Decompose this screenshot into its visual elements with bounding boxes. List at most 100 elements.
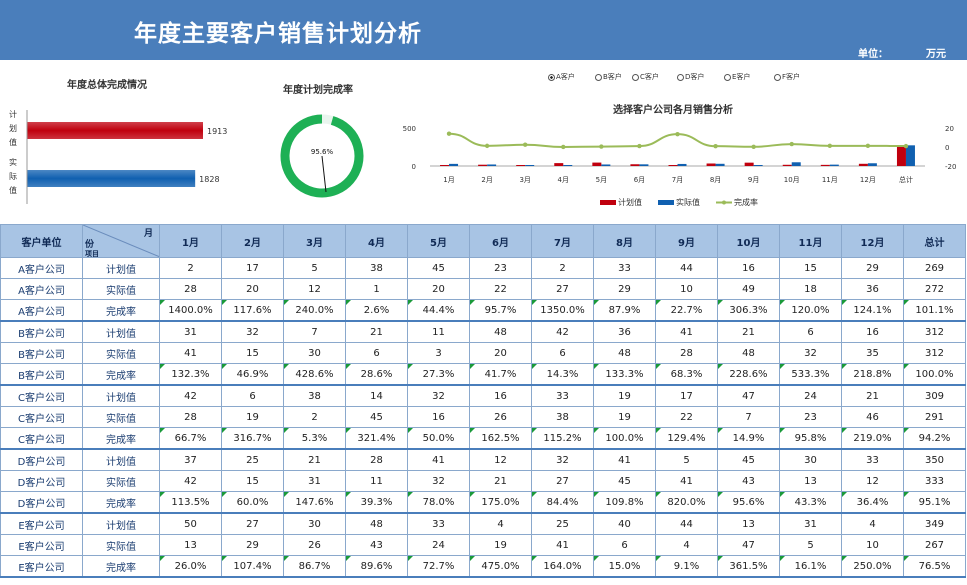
value-cell: 31 — [159, 320, 222, 343]
plan-bar-1 — [478, 164, 488, 166]
value-cell: 27 — [221, 512, 284, 535]
page-title: 年度主要客户销售计划分析 — [134, 21, 422, 47]
value-cell: 86.7% — [283, 555, 346, 578]
plan-bar-5 — [630, 164, 640, 166]
plan-bar-8 — [744, 162, 754, 166]
value-cell: 20 — [407, 278, 470, 300]
legend-swatch-dot — [722, 200, 726, 205]
col-header-month-3: 4月 — [345, 224, 408, 258]
value-cell: 361.5% — [717, 555, 780, 578]
value-cell: 17 — [221, 257, 284, 279]
monthly-chart-title: 选择客户公司各月销售分析 — [613, 105, 733, 116]
customer-cell: E客户公司 — [0, 512, 83, 535]
col-header-month-1: 2月 — [221, 224, 284, 258]
radio-icon[interactable] — [548, 73, 555, 81]
radio-icon[interactable] — [677, 73, 684, 81]
donut-chart-title: 年度计划完成率 — [283, 85, 353, 96]
radio-icon[interactable] — [774, 73, 781, 81]
value-cell: 32 — [531, 448, 594, 471]
col-header-month-6: 7月 — [531, 224, 594, 258]
value-cell: 129.4% — [655, 427, 718, 450]
item-cell: 完成率 — [82, 491, 160, 514]
rate-point-3 — [561, 144, 566, 150]
customer-option-4[interactable]: E客户 — [724, 72, 750, 82]
value-cell: 27 — [531, 470, 594, 492]
value-cell: 6 — [779, 320, 842, 343]
legend-swatch-0 — [600, 200, 616, 205]
col-header-total: 总计 — [903, 224, 966, 258]
radio-icon[interactable] — [595, 73, 602, 81]
value-cell: 218.8% — [841, 363, 904, 386]
table-row: D客户公司 完成率 113.5% 60.0% 147.6% 39.3% 78.0% 175.0… — [0, 491, 966, 514]
actual-bar-12 — [905, 145, 915, 166]
item-cell: 计划值 — [82, 384, 160, 407]
radio-icon[interactable] — [632, 73, 639, 81]
total-cell: 76.5% — [903, 555, 966, 578]
legend-label-1: 实际值 — [676, 197, 700, 207]
value-cell: 28.6% — [345, 363, 408, 386]
item-cell: 实际值 — [82, 278, 160, 300]
rate-point-2 — [522, 142, 528, 147]
value-cell: 28 — [159, 406, 222, 428]
radio-icon[interactable] — [724, 73, 731, 81]
total-cell: 95.1% — [903, 491, 966, 514]
donut-slice-complete — [280, 114, 364, 198]
value-cell: 38 — [345, 257, 408, 279]
value-cell: 2 — [159, 257, 222, 279]
value-cell: 533.3% — [779, 363, 842, 386]
x-tick-12: 总计 — [899, 175, 913, 184]
overall-chart-title: 年度总体完成情况 — [67, 80, 147, 91]
value-cell: 30 — [283, 512, 346, 535]
value-cell: 133.3% — [593, 363, 656, 386]
corner-label-fen: 份 — [85, 240, 95, 250]
value-cell: 42 — [531, 320, 594, 343]
value-cell: 2.6% — [345, 299, 408, 322]
value-cell: 21 — [283, 448, 346, 471]
table-header-row: 客户单位 月 份 项目 1月 2月 3月 4月 5月 6月 7月 8月 9月 10月 11月 12月总… — [0, 224, 966, 258]
value-cell: 15 — [221, 342, 284, 364]
customer-option-0[interactable]: A客户 — [548, 72, 575, 82]
rate-point-11 — [865, 143, 871, 149]
actual-bar-2 — [525, 165, 535, 166]
value-cell: 41 — [593, 448, 656, 471]
actual-bar-0 — [449, 163, 459, 166]
total-cell: 267 — [903, 534, 966, 556]
y-tick-1: 0 — [412, 163, 416, 171]
actual-bar-3 — [563, 165, 573, 166]
value-cell: 42 — [159, 384, 222, 407]
value-cell: 45 — [345, 406, 408, 428]
value-cell: 475.0% — [469, 555, 532, 578]
total-cell: 312 — [903, 342, 966, 364]
customer-option-2[interactable]: C客户 — [632, 72, 659, 82]
col-header-month-4: 5月 — [407, 224, 470, 258]
customer-option-5[interactable]: F客户 — [774, 72, 800, 82]
value-cell: 36 — [841, 278, 904, 300]
value-cell: 78.0% — [407, 491, 470, 514]
value-cell: 4 — [841, 512, 904, 535]
legend-swatch-1 — [658, 200, 674, 205]
value-cell: 12 — [469, 448, 532, 471]
customer-cell: B客户公司 — [0, 342, 83, 364]
value-cell: 72.7% — [407, 555, 470, 578]
rate-point-9 — [789, 141, 794, 147]
value-cell: 228.6% — [717, 363, 780, 386]
value-cell: 1 — [345, 278, 408, 300]
total-cell: 291 — [903, 406, 966, 428]
x-tick-9: 10月 — [784, 176, 800, 184]
value-cell: 6 — [531, 342, 594, 364]
customer-option-3[interactable]: D客户 — [677, 72, 704, 82]
table-row: E客户公司 计划值 50 27 30 48 33 4 25 40 44 13 31 4 349 — [0, 512, 966, 535]
x-tick-2: 3月 — [519, 176, 530, 184]
value-cell: 32 — [407, 470, 470, 492]
table-row: B客户公司 实际值 41 15 30 6 3 20 6 48 28 48 32 35 312 — [0, 342, 966, 364]
value-cell: 45 — [593, 470, 656, 492]
customer-option-1[interactable]: B客户 — [595, 72, 622, 82]
value-cell: 23 — [779, 406, 842, 428]
value-cell: 26 — [283, 534, 346, 556]
rate-point-0 — [446, 131, 452, 136]
value-cell: 44.4% — [407, 299, 470, 322]
value-cell: 124.1% — [841, 299, 904, 322]
value-cell: 6 — [593, 534, 656, 556]
table-row: C客户公司 计划值 42 6 38 14 32 16 33 19 17 47 24 21 309 — [0, 384, 966, 407]
value-cell: 30 — [283, 342, 346, 364]
